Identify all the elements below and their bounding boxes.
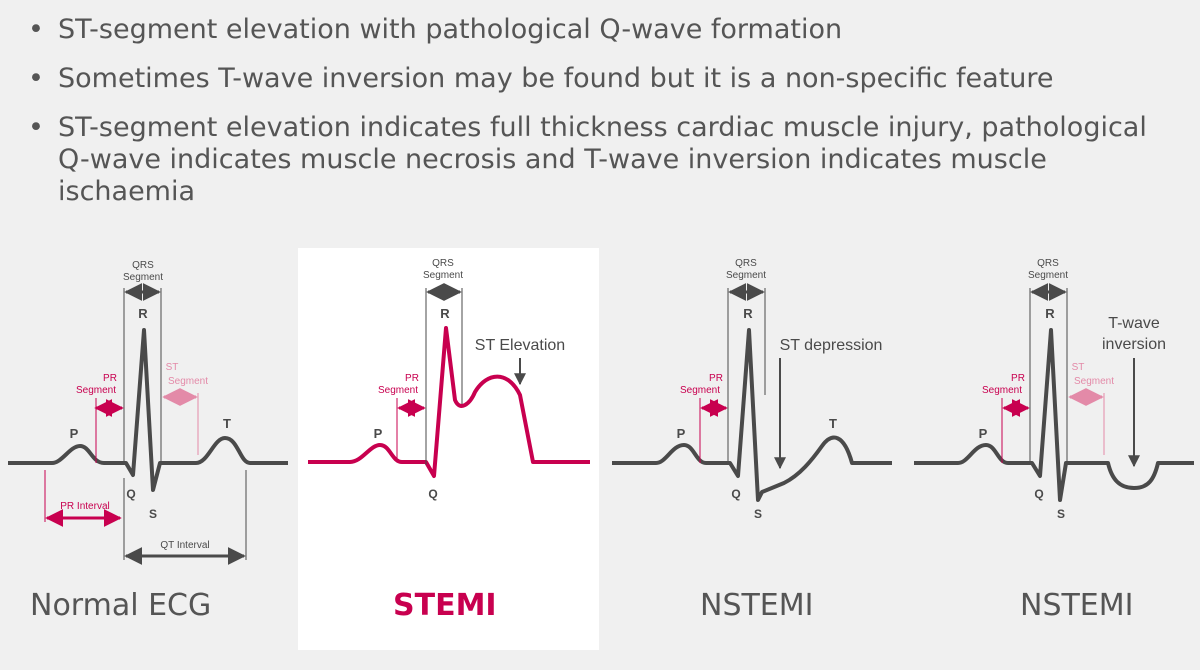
bullet-dot: • xyxy=(28,14,44,45)
p-wave-label: P xyxy=(677,426,686,441)
s-wave-label: S xyxy=(149,507,157,521)
qrs-label-1: QRS xyxy=(735,258,757,269)
r-wave-label: R xyxy=(138,306,148,321)
pr-seg-label-1: PR xyxy=(405,373,419,384)
caption-nstemi-t: NSTEMI xyxy=(1020,588,1134,623)
bullet-dot: • xyxy=(28,63,44,94)
t-wave-label: T xyxy=(829,416,837,431)
pr-seg-label-2: Segment xyxy=(76,385,116,396)
r-wave-label: R xyxy=(743,306,753,321)
pr-seg-label-2: Segment xyxy=(680,385,720,396)
qrs-label-2: Segment xyxy=(726,270,766,281)
p-wave-label: P xyxy=(374,426,383,441)
st-seg-label-2: Segment xyxy=(1074,376,1114,387)
p-wave-label: P xyxy=(979,426,988,441)
st-elevation-annotation: ST Elevation xyxy=(475,337,565,354)
s-wave-label: S xyxy=(1057,507,1065,521)
stemi-highlight-panel xyxy=(298,248,599,650)
q-wave-label: Q xyxy=(731,487,740,501)
panel-nstemi-st-depression: QRS Segment PR Segment ST depression R P… xyxy=(612,258,892,521)
q-wave-label: Q xyxy=(126,487,135,501)
st-seg-label-1: ST xyxy=(166,362,179,373)
ecg-trace-nstemi-t xyxy=(914,328,1194,502)
t-wave-label: T xyxy=(223,416,231,431)
bullet-item: • ST-segment elevation indicates full thi… xyxy=(22,112,1187,208)
p-wave-label: P xyxy=(70,426,79,441)
qrs-label-1: QRS xyxy=(1037,258,1059,269)
panel-normal-ecg: QRS Segment PR Segment ST Segment PR Int… xyxy=(8,260,288,565)
pr-interval-label: PR Interval xyxy=(60,501,109,512)
qt-interval-label: QT Interval xyxy=(160,540,209,551)
bullet-item: • Sometimes T-wave inversion may be found… xyxy=(22,63,1187,95)
pr-seg-label-2: Segment xyxy=(982,385,1022,396)
bullet-text: ST-segment elevation indicates full thic… xyxy=(58,112,1147,207)
t-inversion-annotation-1: T-wave xyxy=(1108,315,1160,332)
qrs-label-1: QRS xyxy=(132,260,154,271)
ecg-trace-normal xyxy=(8,328,288,492)
qrs-label-2: Segment xyxy=(423,270,463,281)
pr-seg-label-1: PR xyxy=(1011,373,1025,384)
q-wave-label: Q xyxy=(1034,487,1043,501)
qrs-label-2: Segment xyxy=(123,272,163,283)
caption-stemi: STEMI xyxy=(393,588,497,623)
st-seg-label-2: Segment xyxy=(168,376,208,387)
pr-seg-label-1: PR xyxy=(103,373,117,384)
ecg-trace-stemi xyxy=(308,326,590,478)
s-wave-label: S xyxy=(754,507,762,521)
q-wave-label: Q xyxy=(428,487,437,501)
pr-seg-label-1: PR xyxy=(709,373,723,384)
qrs-label-2: Segment xyxy=(1028,270,1068,281)
ecg-trace-nstemi-st xyxy=(612,328,892,502)
bullet-text: Sometimes T-wave inversion may be found … xyxy=(58,63,1054,94)
pr-seg-label-2: Segment xyxy=(378,385,418,396)
st-depression-annotation: ST depression xyxy=(780,337,883,354)
bullet-list: • ST-segment elevation with pathological … xyxy=(22,14,1187,225)
bullet-dot: • xyxy=(28,112,44,143)
r-wave-label: R xyxy=(440,306,450,321)
t-inversion-annotation-2: inversion xyxy=(1102,336,1166,353)
qrs-label-1: QRS xyxy=(432,258,454,269)
caption-normal-ecg: Normal ECG xyxy=(30,588,212,623)
caption-nstemi-st: NSTEMI xyxy=(700,588,814,623)
bullet-item: • ST-segment elevation with pathological … xyxy=(22,14,1187,46)
panel-stemi: QRS Segment PR Segment ST Elevation R P … xyxy=(308,258,590,501)
panel-nstemi-t-inversion: QRS Segment PR Segment ST Segment T-wave… xyxy=(914,258,1194,521)
bullet-text: ST-segment elevation with pathological Q… xyxy=(58,14,843,45)
st-seg-label-1: ST xyxy=(1072,362,1085,373)
r-wave-label: R xyxy=(1045,306,1055,321)
